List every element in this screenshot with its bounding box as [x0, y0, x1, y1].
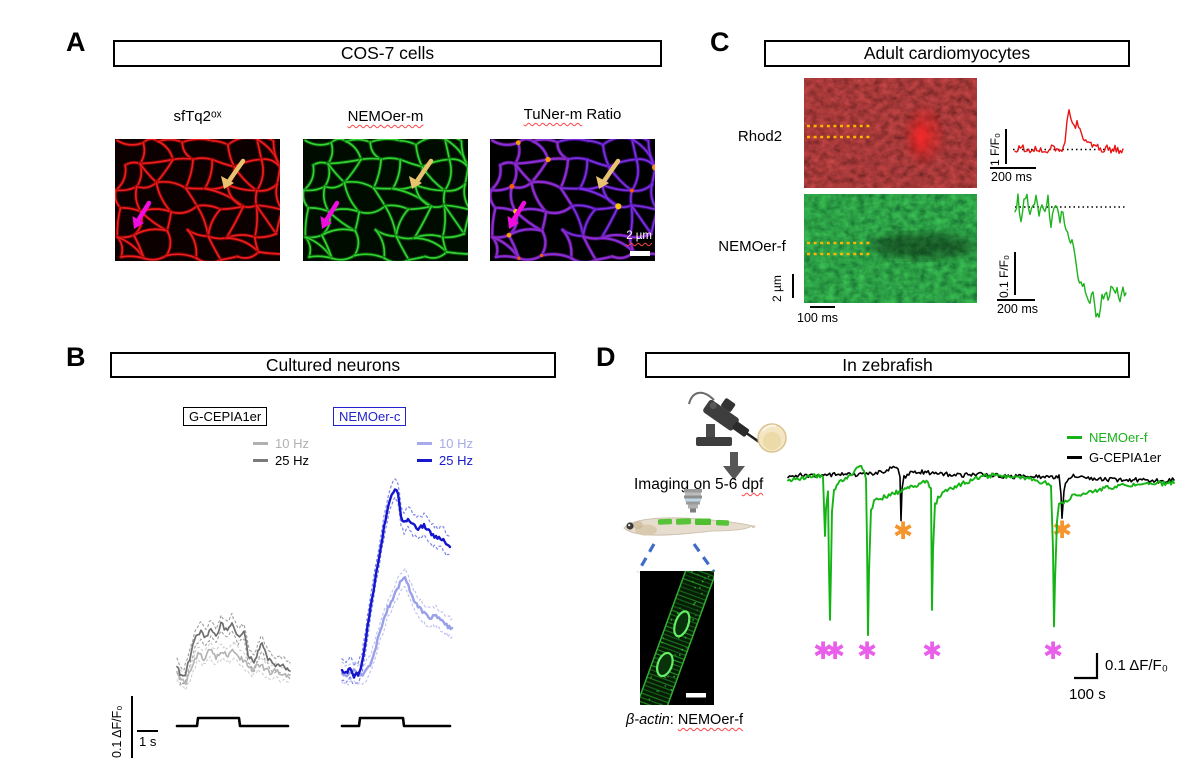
linescan-nemoer-f — [804, 194, 977, 303]
legend-gray-25hz: 25 Hz — [253, 452, 309, 469]
panel-c-img-yscale-bar — [792, 274, 794, 298]
rhod2-trace-yscale-label: 1 F/F₀ — [988, 133, 1002, 166]
rhod2-trace-xscale-bar — [990, 167, 1036, 169]
panel-d-header: In zebrafish — [645, 352, 1130, 378]
panel-b-yscale-bar — [131, 696, 133, 758]
panel-a-title: COS-7 cells — [340, 43, 435, 63]
micrograph-sftq2 — [115, 139, 280, 261]
scale-bar-angle — [1074, 653, 1099, 680]
image-label-tuner-ratio: TuNer-m Ratio — [523, 106, 622, 123]
panel-d-letter: D — [596, 342, 616, 372]
micrograph-tuner-ratio — [490, 139, 655, 261]
rhod2-trace — [1013, 109, 1124, 155]
panel-b-yscale-label: 0.1 ΔF/F₀ — [110, 705, 124, 758]
magenta-arrow-icon — [320, 200, 340, 229]
rhod2-trace-yscale-bar — [1005, 129, 1007, 164]
nemoer-f-trace-xscale-bar — [997, 299, 1035, 301]
zebrafish-icon — [623, 517, 756, 536]
inset-caption: β-actin: NEMOer-f — [626, 712, 744, 728]
muscle-fiber-inset — [640, 571, 714, 705]
magenta-asterisk: ✱ — [813, 638, 833, 665]
scale-bar-label: 2 µm — [626, 230, 652, 242]
panel-d-title: In zebrafish — [842, 354, 933, 375]
legend-dash — [1067, 456, 1082, 459]
magenta-arrow-icon — [132, 200, 152, 229]
panel-d-yscale-label: 0.1 ΔF/F₀ — [1105, 657, 1168, 674]
legend-dash — [1067, 436, 1082, 439]
imaging-caption: Imaging on 5-6 dpf — [634, 476, 764, 493]
zebrafish-traces: ✱ ✱ ✱ ✱ ✱ ✱ ✱ 0.1 ΔF/F₀ 100 s — [787, 465, 1175, 703]
legend-dash — [253, 442, 268, 445]
zoom-cone-lines — [636, 543, 716, 573]
objective-lens-icon — [684, 489, 702, 513]
down-arrow-icon — [723, 452, 745, 480]
scale-bar — [630, 251, 650, 256]
panel-d-xscale-label: 100 s — [1069, 686, 1106, 703]
panel-c-title: Adult cardiomyocytes — [863, 43, 1031, 63]
legend-nemoer-f: NEMOer-f — [1067, 429, 1148, 446]
legend-gcepia1er: G-CEPIA1er — [1067, 449, 1161, 466]
linescan-rhod2 — [804, 78, 977, 188]
nemoer-f-trace-yscale-label: 0.1 F/F₀ — [997, 255, 1011, 298]
nemoer-c-box-label: NEMOer-c — [333, 407, 407, 426]
gcepia1er-box-label: G-CEPIA1er — [183, 407, 268, 426]
panel-a-letter: A — [66, 27, 86, 57]
panel-c-letter: C — [710, 27, 730, 57]
legend-dash — [417, 459, 432, 462]
legend-blue-10hz: 10 Hz — [417, 435, 473, 452]
image-label-nemoer-m: NEMOer-m — [347, 108, 424, 125]
panel-a-header: COS-7 cells — [113, 40, 662, 67]
rhod2-label: Rhod2 — [737, 128, 783, 145]
micrograph-nemoer-m — [303, 139, 468, 261]
magenta-asterisk: ✱ — [857, 638, 877, 665]
panel-b-xscale-label: 1 s — [139, 734, 157, 749]
image-label-sftq2: sfTq2ᵒˣ — [173, 108, 222, 125]
magenta-asterisk: ✱ — [1043, 638, 1063, 665]
orange-asterisk: ✱ — [1052, 517, 1072, 544]
rhod2-trace-xscale-label: 200 ms — [991, 170, 1032, 184]
nemoer-f-trace-yscale-bar — [1014, 252, 1016, 295]
panel-c-header: Adult cardiomyocytes — [764, 40, 1130, 67]
nemoer-f-trace — [1014, 193, 1127, 319]
orange-arrow-icon — [409, 158, 434, 189]
nemoer-f-trace-xscale-label: 200 ms — [997, 302, 1038, 316]
legend-blue-25hz: 25 Hz — [417, 452, 473, 469]
orange-arrow-icon — [221, 158, 246, 189]
panel-b-title: Cultured neurons — [265, 354, 401, 375]
legend-dash — [253, 459, 268, 462]
panel-c-img-yscale-label: 2 µm — [770, 275, 784, 302]
cultured-neurons-traces — [175, 478, 454, 728]
magenta-arrow-icon — [507, 200, 527, 229]
panel-b-letter: B — [66, 342, 86, 372]
orange-asterisk: ✱ — [893, 518, 913, 545]
magenta-asterisk: ✱ — [825, 638, 845, 665]
panel-c-img-xscale-label: 100 ms — [797, 311, 838, 325]
orange-arrow-icon — [596, 158, 621, 189]
legend-dash — [417, 442, 432, 445]
magenta-asterisk: ✱ — [922, 638, 942, 665]
microinjector-icon — [688, 391, 787, 453]
panel-b-xscale-bar — [137, 730, 158, 732]
panel-c-img-xscale-bar — [810, 306, 835, 308]
scale-bar — [686, 693, 706, 698]
panel-b-header: Cultured neurons — [110, 352, 556, 378]
nemoer-f-label: NEMOer-f — [718, 238, 786, 255]
legend-gray-10hz: 10 Hz — [253, 435, 309, 452]
